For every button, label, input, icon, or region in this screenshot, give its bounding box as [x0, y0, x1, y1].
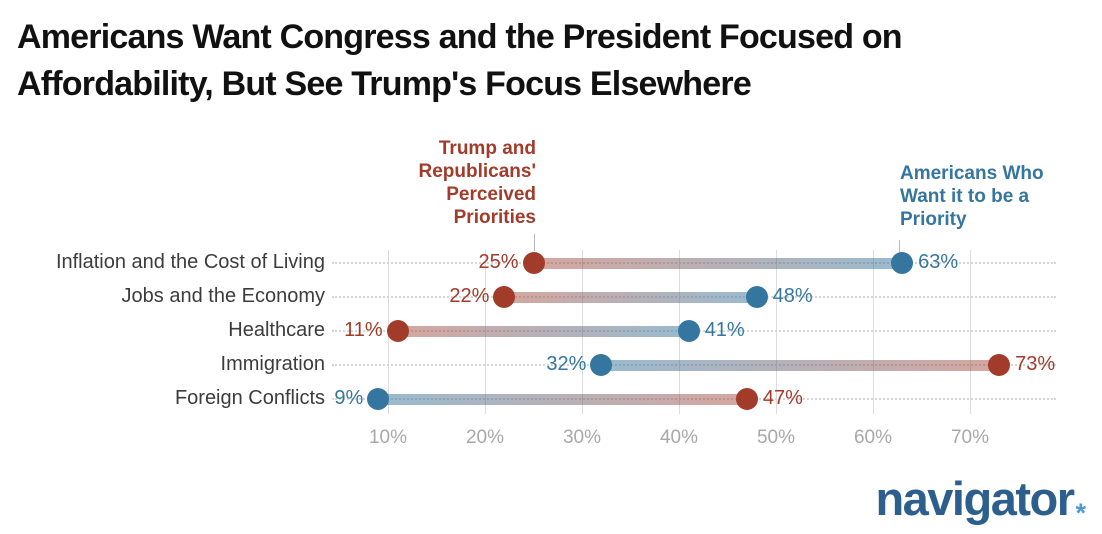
x-tick-label: 30% — [562, 427, 602, 448]
dot-blue-series — [745, 286, 768, 308]
category-label: Inflation and the Cost of Living — [55, 251, 325, 273]
value-label-blue-series: 63% — [918, 251, 959, 273]
x-tick-label: 50% — [756, 427, 796, 448]
dot-red-series — [386, 320, 409, 342]
category-label: Healthcare — [228, 319, 325, 341]
value-label-blue-series: 48% — [772, 285, 813, 307]
legend-red-series-label: Trump and Republicans' Perceived Priorit… — [418, 138, 537, 228]
value-label-red-series: 25% — [478, 251, 519, 273]
category-label: Foreign Conflicts — [174, 387, 325, 409]
navigator-logo: navigator* — [875, 471, 1086, 528]
dot-blue-series — [367, 388, 390, 410]
x-tick-label: 40% — [659, 427, 699, 448]
v-gridline — [970, 250, 971, 414]
x-tick-label: 20% — [465, 427, 505, 448]
category-label: Jobs and the Economy — [121, 285, 325, 307]
dumbbell-bar — [397, 325, 689, 337]
dot-blue-series — [677, 320, 700, 342]
chart-title: Americans Want Congress and the Presiden… — [17, 14, 903, 108]
v-gridline — [776, 250, 777, 414]
title-line-1: Americans Want Congress and the Presiden… — [17, 18, 903, 56]
dumbbell-bar — [504, 291, 757, 303]
dumbbell-bar — [601, 359, 1000, 371]
x-tick-label: 60% — [853, 427, 893, 448]
value-label-blue-series: 32% — [546, 353, 587, 375]
dot-red-series — [988, 354, 1011, 376]
value-label-red-series: 73% — [1015, 353, 1056, 375]
dot-red-series — [735, 388, 758, 410]
dumbbell-bar — [533, 257, 903, 269]
dot-red-series — [522, 252, 545, 274]
value-label-red-series: 22% — [449, 285, 490, 307]
legend-leader-line-blue — [899, 240, 900, 257]
category-label: Immigration — [220, 353, 325, 375]
legend-blue-series-label: Americans Who Want it to be a Priority — [900, 163, 1044, 230]
dumbbell-bar — [378, 393, 747, 405]
x-tick-label: 10% — [368, 427, 408, 448]
x-tick-label: 70% — [950, 427, 990, 448]
value-label-blue-series: 9% — [334, 387, 364, 409]
v-gridline — [873, 250, 874, 414]
value-label-red-series: 47% — [762, 387, 803, 409]
logo-text: navigator — [875, 472, 1075, 525]
title-line-2: Affordability, But See Trump's Focus Els… — [17, 65, 752, 103]
legend-leader-line-red — [534, 234, 535, 251]
logo-asterisk-icon: * — [1075, 498, 1086, 528]
value-label-blue-series: 41% — [704, 319, 745, 341]
dot-blue-series — [590, 354, 613, 376]
value-label-red-series: 11% — [344, 319, 383, 341]
dot-red-series — [493, 286, 516, 308]
dot-blue-series — [891, 252, 914, 274]
